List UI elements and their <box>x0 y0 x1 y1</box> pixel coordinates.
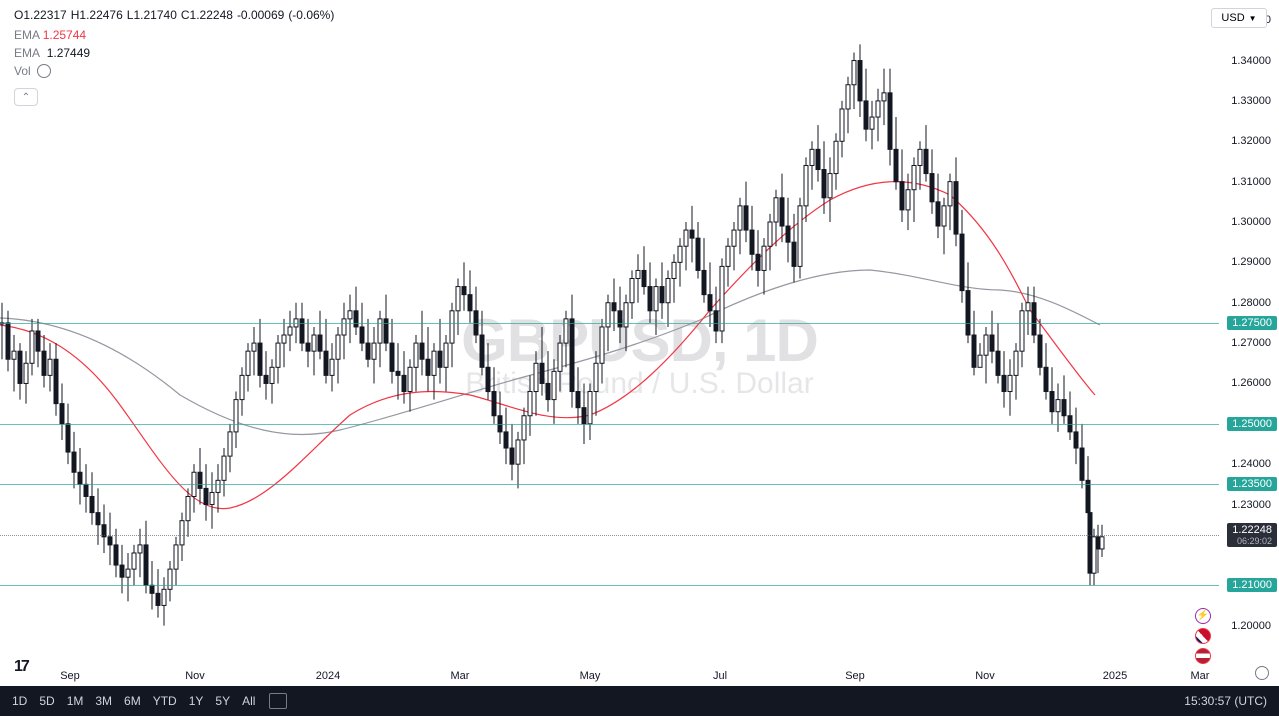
y-tick-label: 1.31000 <box>1231 176 1271 188</box>
support-resistance-line[interactable] <box>0 484 1219 485</box>
timeframe-1y[interactable]: 1Y <box>189 694 204 708</box>
visibility-off-icon[interactable] <box>37 64 51 78</box>
open-value: 1.22317 <box>23 8 66 22</box>
hline-price-label: 1.23500 <box>1227 477 1277 491</box>
chevron-down-icon: ▼ <box>1249 14 1257 23</box>
current-price-label: 1.2224806:29:02 <box>1227 523 1277 547</box>
x-tick-label: Sep <box>845 670 865 682</box>
y-tick-label: 1.33000 <box>1231 95 1271 107</box>
ema-indicator-2[interactable]: EMA 1.27449 <box>14 46 334 60</box>
event-flag-uk-icon[interactable] <box>1195 628 1211 644</box>
tradingview-logo[interactable]: 17 <box>14 658 28 676</box>
x-tick-label: Nov <box>185 670 205 682</box>
timeframe-6m[interactable]: 6M <box>124 694 141 708</box>
change-value: -0.00069 <box>237 8 284 22</box>
y-tick-label: 1.23000 <box>1231 499 1271 511</box>
bottom-toolbar: 1D 5D 1M 3M 6M YTD 1Y 5Y All 15:30:57 (UTC) <box>0 686 1279 716</box>
event-lightning-icon[interactable]: ⚡ <box>1195 608 1211 624</box>
y-tick-label: 1.34000 <box>1231 55 1271 67</box>
event-icons: ⚡ <box>1195 608 1211 668</box>
clock-display[interactable]: 15:30:57 (UTC) <box>1184 694 1267 708</box>
timeframe-5y[interactable]: 5Y <box>215 694 230 708</box>
chart-container: O1.22317 H1.22476 L1.21740 C1.22248 -0.0… <box>0 0 1279 716</box>
timeframe-5d[interactable]: 5D <box>39 694 54 708</box>
x-tick-label: Sep <box>60 670 80 682</box>
timeframe-all[interactable]: All <box>242 694 255 708</box>
volume-indicator[interactable]: Vol <box>14 64 334 78</box>
x-tick-label: Nov <box>975 670 995 682</box>
support-resistance-line[interactable] <box>0 323 1219 324</box>
hline-price-label: 1.21000 <box>1227 578 1277 592</box>
hline-price-label: 1.27500 <box>1227 316 1277 330</box>
settings-gear-icon[interactable] <box>1255 666 1269 680</box>
y-tick-label: 1.26000 <box>1231 377 1271 389</box>
y-tick-label: 1.28000 <box>1231 297 1271 309</box>
x-tick-label: May <box>580 670 601 682</box>
y-tick-label: 1.30000 <box>1231 216 1271 228</box>
ohlc-readout: O1.22317 H1.22476 L1.21740 C1.22248 -0.0… <box>14 8 334 22</box>
y-axis[interactable]: 1.350001.340001.330001.320001.310001.300… <box>1219 0 1279 686</box>
low-value: 1.21740 <box>133 8 176 22</box>
x-tick-label: Jul <box>713 670 727 682</box>
event-flag-us-icon[interactable] <box>1195 648 1211 664</box>
hline-price-label: 1.25000 <box>1227 417 1277 431</box>
ema-indicator-1[interactable]: EMA 1.25744 <box>14 28 334 42</box>
support-resistance-line[interactable] <box>0 424 1219 425</box>
close-value: 1.22248 <box>190 8 233 22</box>
timeframe-1m[interactable]: 1M <box>67 694 84 708</box>
y-tick-label: 1.32000 <box>1231 135 1271 147</box>
x-tick-label: 2024 <box>316 670 340 682</box>
y-tick-label: 1.29000 <box>1231 256 1271 268</box>
support-resistance-line[interactable] <box>0 585 1219 586</box>
x-tick-label: Mar <box>1191 670 1210 682</box>
ema2-value: 1.27449 <box>47 46 90 60</box>
calendar-icon[interactable] <box>269 693 287 709</box>
x-tick-label: 2025 <box>1103 670 1127 682</box>
change-pct: (-0.06%) <box>288 8 334 22</box>
x-tick-label: Mar <box>451 670 470 682</box>
x-axis[interactable]: Sep Nov 2024 Mar May Jul Sep Nov 2025 Mar <box>0 666 1219 686</box>
chevron-up-icon: ⌃ <box>22 92 30 103</box>
timeframe-buttons: 1D 5D 1M 3M 6M YTD 1Y 5Y All <box>12 694 255 708</box>
timeframe-ytd[interactable]: YTD <box>153 694 177 708</box>
collapse-button[interactable]: ⌃ <box>14 88 38 106</box>
high-value: 1.22476 <box>79 8 122 22</box>
timeframe-1d[interactable]: 1D <box>12 694 27 708</box>
current-price-line <box>0 535 1219 536</box>
currency-dropdown[interactable]: USD ▼ <box>1211 8 1267 28</box>
timeframe-3m[interactable]: 3M <box>95 694 112 708</box>
header-info: O1.22317 H1.22476 L1.21740 C1.22248 -0.0… <box>14 8 334 106</box>
y-tick-label: 1.24000 <box>1231 458 1271 470</box>
y-tick-label: 1.27000 <box>1231 337 1271 349</box>
ema1-value: 1.25744 <box>43 28 86 42</box>
y-tick-label: 1.20000 <box>1231 620 1271 632</box>
